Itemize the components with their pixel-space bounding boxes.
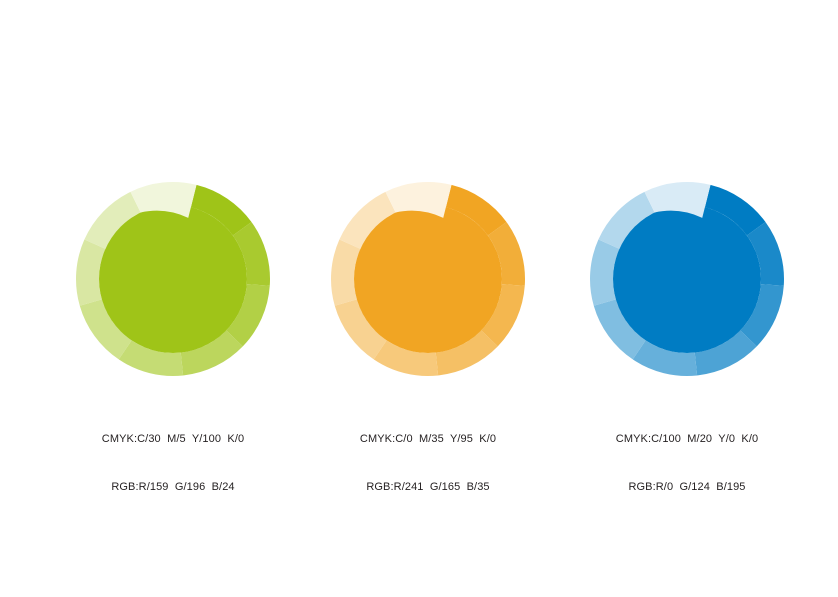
- color-spec-text-blue: CMYK:C/100 M/20 Y/0 K/0 RGB:R/0 G/124 B/…: [587, 399, 787, 527]
- ring-segment-2-green: [232, 221, 270, 286]
- ring-segment-7-orange: [331, 239, 361, 306]
- rgb-value-label: RGB:R/241 G/165 B/35: [366, 481, 490, 493]
- ring-segment-7-green: [76, 239, 106, 306]
- cmyk-value-label: CMYK:C/100 M/20 Y/0 K/0: [615, 433, 759, 445]
- color-spec-text-orange: CMYK:C/0 M/35 Y/95 K/0 RGB:R/241 G/165 B…: [328, 399, 528, 527]
- ring-segment-1-orange: [445, 184, 507, 236]
- ring-segment-5-green: [118, 340, 184, 377]
- ring-segment-8-orange: [339, 191, 396, 249]
- color-spec-text-green: CMYK:C/30 M/5 Y/100 K/0 RGB:R/159 G/196 …: [73, 399, 273, 527]
- ring-segment-8-blue: [598, 191, 655, 249]
- ring-segment-5-orange: [373, 340, 439, 377]
- swatch-column-orange: CMYK:C/0 M/35 Y/95 K/0 RGB:R/241 G/165 B…: [328, 179, 528, 527]
- ring-segment-lightest-notch-green: [130, 181, 197, 218]
- ring-segment-5-blue: [632, 340, 698, 377]
- swatch-column-green: CMYK:C/30 M/5 Y/100 K/0 RGB:R/159 G/196 …: [73, 179, 273, 527]
- tint-ring-svg-orange: [331, 181, 525, 377]
- color-wheel-orange: [328, 179, 528, 379]
- ring-segment-1-green: [190, 184, 252, 236]
- color-disc-blue: [613, 205, 761, 353]
- tint-ring-svg-green: [76, 181, 270, 377]
- rgb-value-label: RGB:R/0 G/124 B/195: [628, 481, 746, 493]
- ring-segment-3-orange: [481, 284, 525, 347]
- ring-segment-6-orange: [334, 299, 387, 360]
- cmyk-value-label: CMYK:C/0 M/35 Y/95 K/0: [359, 433, 497, 445]
- color-wheel-blue: [587, 179, 787, 379]
- ring-segment-4-blue: [694, 330, 757, 376]
- ring-segment-6-blue: [593, 299, 646, 360]
- ring-segment-lightest-notch-blue: [644, 181, 711, 218]
- ring-segment-4-orange: [435, 330, 498, 376]
- color-disc-green: [99, 205, 247, 353]
- ring-segment-4-green: [180, 330, 243, 376]
- ring-segment-6-green: [79, 299, 132, 360]
- swatch-column-blue: CMYK:C/100 M/20 Y/0 K/0 RGB:R/0 G/124 B/…: [587, 179, 787, 527]
- ring-segment-2-orange: [487, 221, 525, 286]
- ring-segment-3-green: [226, 284, 270, 347]
- ring-segment-lightest-notch-orange: [385, 181, 452, 218]
- color-disc-orange: [354, 205, 502, 353]
- ring-segment-8-green: [84, 191, 141, 249]
- ring-segment-2-blue: [746, 221, 784, 286]
- color-wheel-green: [73, 179, 273, 379]
- ring-segment-1-blue: [704, 184, 766, 236]
- ring-segment-3-blue: [740, 284, 784, 347]
- ring-segment-7-blue: [590, 239, 620, 306]
- tint-ring-svg-blue: [590, 181, 784, 377]
- cmyk-value-label: CMYK:C/30 M/5 Y/100 K/0: [101, 433, 245, 445]
- rgb-value-label: RGB:R/159 G/196 B/24: [111, 481, 235, 493]
